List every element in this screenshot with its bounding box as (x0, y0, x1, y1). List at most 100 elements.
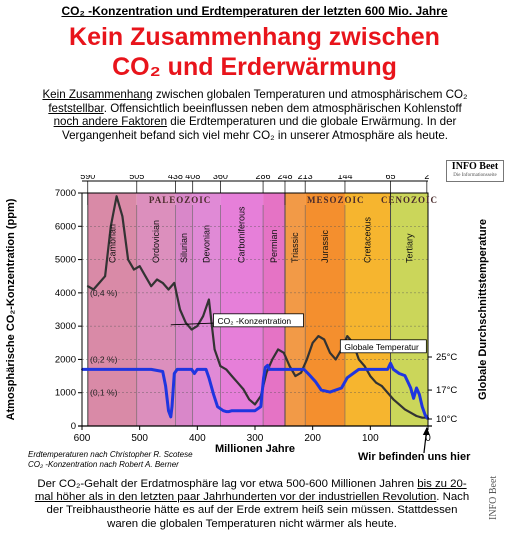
page-headline: Kein Zusammenhang zwischen CO₂ und Erder… (0, 22, 509, 82)
temperature-point (271, 368, 274, 371)
co2-point (207, 298, 210, 301)
y-tick-label-6000: 6000 (55, 221, 76, 232)
intro-part-1: Kein Zusammenhang (42, 88, 153, 101)
temperature-point (207, 376, 210, 379)
co2-point (248, 398, 251, 401)
credit-co2: CO₂ -Konzentration nach Robert A. Berner (28, 460, 179, 469)
temperature-point (222, 409, 225, 412)
temp-tick-label-17: 17°C (436, 385, 457, 396)
temperature-point (236, 409, 239, 412)
bottom-part-1: Der CO₂-Gehalt der Erdatmosphäre lag vor… (37, 478, 418, 490)
co2-point (109, 225, 112, 228)
y-tick-label-0: 0 (71, 421, 76, 432)
period-label-tertiary: Tertiary (404, 233, 414, 263)
x-tick-label-600: 600 (74, 433, 91, 444)
y-tick-label-2000: 2000 (55, 354, 76, 365)
temperature-point (314, 380, 317, 383)
co2-point (421, 416, 424, 419)
co2-point (86, 285, 89, 288)
co2-point (104, 275, 106, 278)
info-beet-logo: INFO Beet Die Informationsseite (446, 160, 504, 182)
temperature-point (346, 376, 349, 379)
x-tick-label-500: 500 (131, 433, 148, 444)
temperature-point (225, 410, 228, 413)
co2-point (92, 288, 95, 291)
co2-point (404, 408, 406, 411)
co2-point (380, 385, 383, 387)
temperature-point (424, 413, 427, 416)
temperature-point (127, 368, 130, 371)
co2-point (161, 281, 164, 284)
temperature-point (204, 368, 207, 371)
co2-point (231, 375, 233, 377)
co2-legend-label: CO₂ -Konzentration (217, 316, 291, 326)
co2-point (167, 288, 170, 291)
intro-part-5: noch andere Faktoren (53, 115, 168, 129)
temperature-point (403, 374, 406, 377)
temperature-point (409, 387, 412, 389)
bottom-paragraph: Der CO₂-Gehalt der Erdatmosphäre lag vor… (32, 478, 472, 531)
temperature-point (167, 409, 170, 412)
temperature-point (184, 368, 187, 371)
co2-point (156, 278, 158, 281)
present-day-arrowhead (422, 427, 430, 435)
temperature-point (230, 409, 233, 412)
era-label-mesozoic: MESOZOIC (307, 195, 365, 205)
co2-point (127, 258, 130, 261)
co2-point (409, 411, 412, 414)
co2-point (242, 388, 245, 391)
co2-point (115, 195, 118, 198)
co2-callout-line (170, 322, 221, 326)
temperature-point (418, 393, 421, 396)
period-label-silurian: Silurian (179, 233, 189, 263)
x-tick-label-400: 400 (189, 433, 206, 444)
period-band-jurassic (305, 193, 345, 426)
present-day-label: Wir befinden uns hier (358, 451, 471, 463)
temp-callout-box (339, 339, 427, 354)
temperature-point (288, 368, 291, 371)
top-tick-label-144: 144 (337, 175, 352, 181)
co2-point (254, 403, 256, 406)
x-tick-label-300: 300 (247, 433, 264, 444)
period-band-silurian (175, 193, 193, 426)
temperature-point (389, 362, 392, 365)
period-label-permian: Permian (269, 229, 279, 263)
intro-part-6: die Erdtemperaturen und die globale Erwä… (61, 115, 457, 142)
temperature-point (216, 405, 219, 408)
y-tick-label-7000: 7000 (55, 188, 76, 199)
temperature-point (415, 387, 418, 389)
top-tick-label-360: 360 (213, 175, 228, 181)
temperature-point (170, 405, 173, 408)
period-label-cretaceous: Cretaceous (363, 216, 373, 263)
temperature-point (320, 389, 323, 392)
temperature-point (398, 372, 401, 375)
temperature-point (219, 407, 222, 410)
co2-point (363, 365, 366, 367)
temperature-point (369, 368, 372, 371)
temperature-point (266, 364, 269, 367)
co2-point (329, 351, 331, 354)
co2-point (346, 335, 349, 338)
era-label-cenozoic: CENOZOIC (381, 195, 438, 205)
temperature-point (277, 368, 280, 371)
y-tick-label-1000: 1000 (55, 388, 76, 399)
temperature-point (169, 415, 172, 418)
co2-point (317, 335, 320, 338)
top-tick-label-213: 213 (298, 175, 313, 181)
temperature-point (392, 368, 395, 371)
top-tick-label-408: 408 (185, 175, 200, 181)
temp-tick-label-25: 25°C (436, 352, 457, 363)
temperature-point (181, 368, 184, 371)
temperature-point (212, 393, 215, 396)
co2-point (213, 348, 216, 351)
co2-point (300, 371, 303, 374)
credit-temperature: Erdtemperaturen nach Christopher R. Scot… (28, 450, 193, 459)
co2-point (121, 215, 124, 218)
co2-concentration-line (87, 195, 428, 419)
co2-point (150, 285, 153, 288)
top-tick-label-438: 438 (168, 175, 183, 181)
intro-part-4: . Offensichtlich beeinflussen neben dem … (103, 101, 462, 115)
co2-point (306, 358, 308, 361)
temperature-point (193, 372, 196, 375)
co2-point (323, 338, 326, 341)
